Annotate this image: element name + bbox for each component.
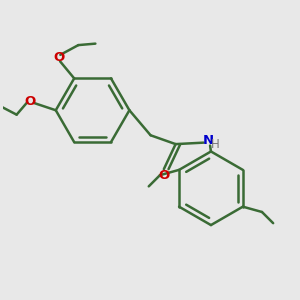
Text: N: N: [203, 134, 214, 147]
Text: O: O: [24, 95, 35, 108]
Text: O: O: [54, 51, 65, 64]
Text: O: O: [158, 169, 170, 182]
Text: H: H: [210, 139, 219, 152]
